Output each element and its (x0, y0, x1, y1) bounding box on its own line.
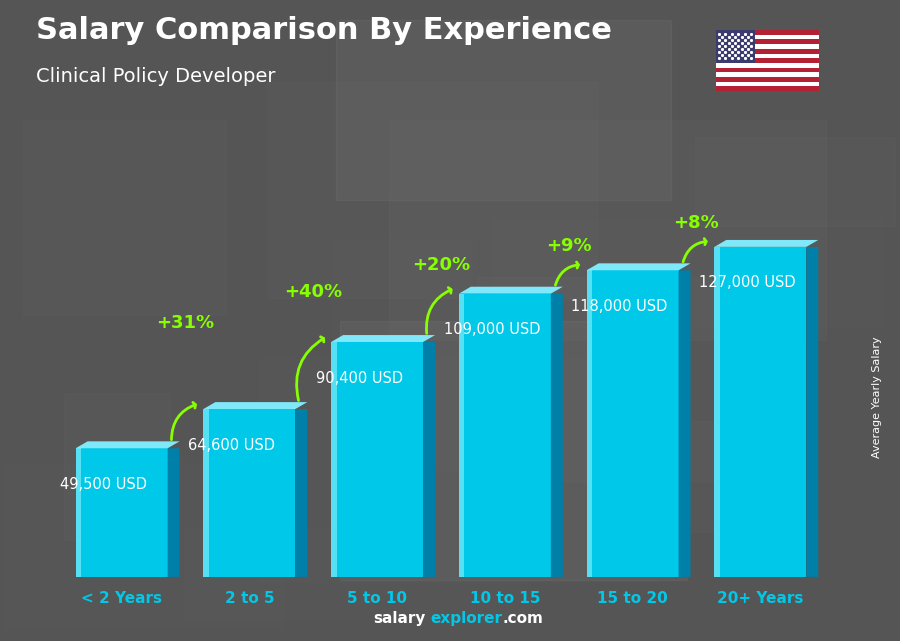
Bar (64, 393, 170, 540)
Text: Clinical Policy Developer: Clinical Policy Developer (36, 67, 275, 87)
Bar (331, 342, 337, 577)
Bar (685, 162, 900, 265)
Bar (716, 44, 819, 49)
Bar (184, 528, 530, 620)
Polygon shape (423, 342, 435, 577)
Polygon shape (331, 335, 435, 342)
Polygon shape (76, 442, 180, 448)
Text: salary: salary (374, 612, 426, 626)
Text: 118,000 USD: 118,000 USD (572, 299, 668, 314)
Bar (492, 220, 882, 328)
Bar (696, 137, 895, 226)
Bar (578, 340, 900, 603)
Text: +31%: +31% (157, 314, 214, 332)
Bar (264, 292, 636, 407)
Polygon shape (551, 294, 562, 577)
Polygon shape (459, 287, 562, 294)
Bar (203, 409, 295, 577)
Bar (716, 58, 819, 63)
Text: +20%: +20% (412, 256, 470, 274)
Text: Average Yearly Salary: Average Yearly Salary (872, 337, 883, 458)
Text: 109,000 USD: 109,000 USD (444, 322, 540, 337)
Bar (76, 448, 81, 577)
Bar (715, 247, 720, 577)
Text: .com: .com (502, 612, 543, 626)
Polygon shape (806, 247, 818, 577)
Bar (716, 30, 755, 63)
Bar (716, 67, 819, 72)
Bar (716, 40, 819, 44)
Bar (587, 271, 679, 577)
Polygon shape (295, 409, 307, 577)
Polygon shape (715, 240, 818, 247)
Polygon shape (167, 448, 180, 577)
Bar (459, 294, 464, 577)
Bar (76, 448, 167, 577)
Bar (716, 81, 819, 87)
Text: 49,500 USD: 49,500 USD (60, 477, 148, 492)
Bar (258, 358, 659, 581)
Bar (5, 463, 284, 629)
Polygon shape (587, 263, 690, 271)
Polygon shape (679, 271, 690, 577)
Text: Salary Comparison By Experience: Salary Comparison By Experience (36, 16, 612, 45)
Bar (203, 409, 209, 577)
Bar (336, 21, 671, 200)
Bar (436, 58, 598, 364)
Bar (477, 277, 754, 481)
Text: 64,600 USD: 64,600 USD (188, 438, 275, 453)
Text: 90,400 USD: 90,400 USD (316, 370, 403, 386)
Bar (331, 342, 423, 577)
Text: 127,000 USD: 127,000 USD (699, 276, 796, 290)
Bar (716, 72, 819, 77)
Bar (716, 35, 819, 40)
Text: +40%: +40% (284, 283, 342, 301)
Bar (716, 54, 819, 58)
Bar (267, 82, 597, 298)
Bar (716, 87, 819, 91)
Bar (716, 63, 819, 67)
Bar (716, 30, 819, 35)
Bar (716, 49, 819, 54)
Bar (389, 121, 826, 340)
Bar (599, 421, 755, 532)
Text: +9%: +9% (546, 237, 591, 255)
Text: +8%: +8% (673, 214, 719, 232)
Bar (10, 272, 356, 539)
Bar (587, 271, 592, 577)
Bar (459, 294, 551, 577)
Bar (716, 77, 819, 81)
Bar (340, 320, 687, 579)
Bar (715, 247, 806, 577)
Bar (22, 120, 226, 315)
Bar (607, 109, 839, 410)
Polygon shape (203, 402, 307, 409)
Text: explorer: explorer (430, 612, 502, 626)
Bar (330, 239, 472, 470)
